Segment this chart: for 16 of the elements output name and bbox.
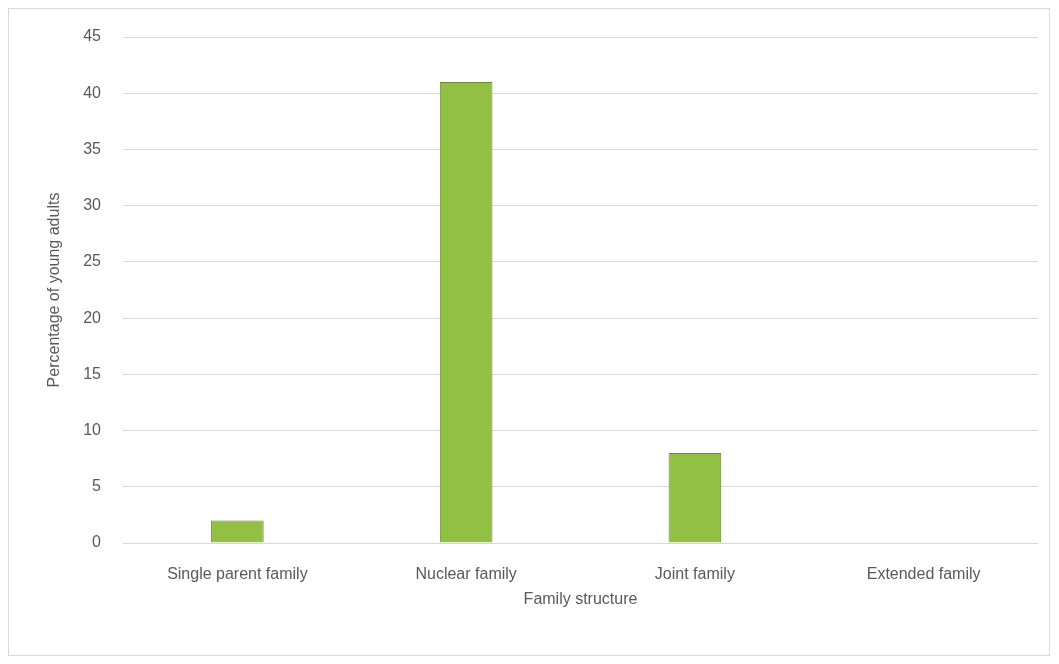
y-tick-label: 40 (83, 83, 102, 101)
y-tick-label: 0 (92, 533, 102, 551)
x-axis-title: Family structure (523, 589, 638, 607)
x-tick-label: Joint family (654, 565, 735, 583)
y-tick-label: 5 (92, 477, 102, 495)
x-tick-label: Nuclear family (415, 565, 517, 583)
y-tick-label: 45 (83, 27, 102, 45)
x-tick-label: Extended family (866, 565, 981, 583)
y-tick-label: 20 (83, 308, 102, 326)
y-tick-label: 30 (83, 196, 102, 214)
y-tick-label: 25 (83, 252, 102, 270)
x-tick-label: Single parent family (167, 565, 308, 583)
y-axis-title: Percentage of young adults (45, 192, 63, 388)
y-tick-label: 35 (83, 139, 102, 157)
y-tick-label: 15 (83, 364, 102, 382)
y-tick-label: 10 (83, 420, 102, 438)
